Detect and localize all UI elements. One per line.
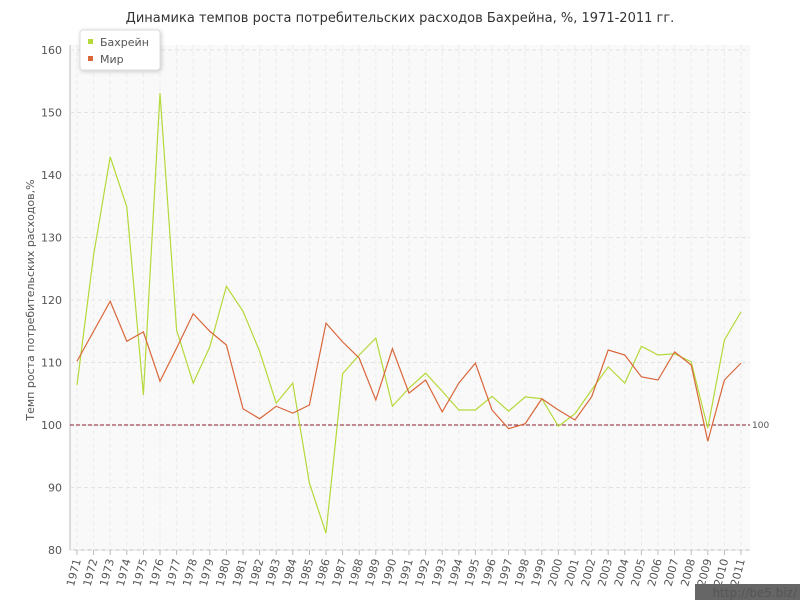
y-tick-label: 80 xyxy=(48,544,62,557)
legend-label: Бахрейн xyxy=(100,36,149,49)
chart-title: Динамика темпов роста потребительских ра… xyxy=(126,11,675,26)
y-tick-label: 140 xyxy=(41,169,62,182)
series-line xyxy=(76,93,742,534)
watermark-background xyxy=(695,584,800,600)
y-tick-label: 150 xyxy=(41,107,62,120)
legend-marker xyxy=(88,39,93,44)
y-tick-label: 160 xyxy=(41,44,62,57)
y-tick-label: 100 xyxy=(41,419,62,432)
legend-box xyxy=(79,29,161,71)
y-tick-label: 90 xyxy=(48,482,62,495)
legend-label: Мир xyxy=(100,53,124,66)
reference-label: 100 xyxy=(752,421,769,431)
y-tick-label: 130 xyxy=(41,232,62,245)
watermark: http://be5.biz/ xyxy=(712,586,797,600)
x-tick-label: 2011 xyxy=(728,557,748,587)
series-line xyxy=(76,299,742,442)
plot-background xyxy=(70,45,750,550)
legend-marker xyxy=(88,56,93,61)
y-tick-label: 120 xyxy=(41,294,62,307)
y-axis-title: Темп роста потребительских расходов,% xyxy=(24,179,37,421)
y-tick-label: 110 xyxy=(41,357,62,370)
legend: Бахрейн Мир xyxy=(79,29,161,71)
